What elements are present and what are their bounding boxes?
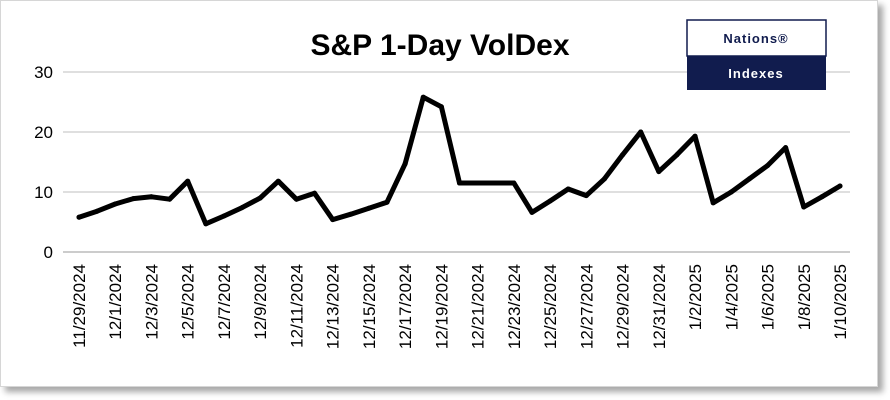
data-point xyxy=(710,200,716,206)
x-tick-label: 12/11/2024 xyxy=(287,264,306,348)
chart-title: S&P 1-Day VolDex xyxy=(311,29,570,62)
data-point xyxy=(692,133,698,139)
data-point xyxy=(76,214,82,220)
x-tick-label: 12/29/2024 xyxy=(614,264,633,349)
data-point xyxy=(529,209,535,215)
x-tick-label: 12/7/2024 xyxy=(215,264,234,340)
data-point xyxy=(783,145,789,151)
logo-top-text: Nations® xyxy=(723,31,788,46)
data-point xyxy=(438,104,444,110)
x-tick-label: 12/31/2024 xyxy=(650,264,669,349)
data-point xyxy=(620,152,626,158)
x-tick-label: 1/10/2025 xyxy=(831,264,850,340)
x-tick-label: 12/21/2024 xyxy=(469,264,488,349)
x-tick-label: 1/8/2025 xyxy=(795,264,814,330)
series-line xyxy=(76,94,843,227)
data-point xyxy=(547,198,553,204)
x-tick-label: 12/17/2024 xyxy=(396,264,415,349)
y-tick-label: 10 xyxy=(34,183,53,202)
x-tick-label: 12/25/2024 xyxy=(541,264,560,349)
data-point xyxy=(275,178,281,184)
nations-indexes-logo: Nations® Indexes xyxy=(686,19,827,90)
data-point xyxy=(601,176,607,182)
x-tick-label: 1/6/2025 xyxy=(759,264,778,330)
data-point xyxy=(765,163,771,169)
x-tick-label: 12/1/2024 xyxy=(106,264,125,340)
data-point xyxy=(746,176,752,182)
x-tick-label: 12/23/2024 xyxy=(505,264,524,349)
data-point xyxy=(112,201,118,207)
data-point xyxy=(420,94,426,100)
data-point xyxy=(185,178,191,184)
data-point xyxy=(583,193,589,199)
series-layer xyxy=(76,94,843,227)
data-point xyxy=(348,211,354,217)
data-point xyxy=(511,180,517,186)
data-point xyxy=(293,196,299,202)
x-tick-label: 12/3/2024 xyxy=(142,264,161,340)
data-point xyxy=(366,205,372,211)
data-point xyxy=(312,190,318,196)
data-point xyxy=(384,199,390,205)
data-point xyxy=(656,169,662,175)
data-point xyxy=(728,189,734,195)
data-point xyxy=(148,194,154,200)
data-point xyxy=(819,194,825,200)
x-tick-label: 1/4/2025 xyxy=(722,264,741,330)
data-point xyxy=(837,183,843,189)
x-tick-label: 12/9/2024 xyxy=(251,264,270,340)
y-tick-label: 0 xyxy=(44,243,53,262)
data-point xyxy=(203,221,209,227)
data-point xyxy=(257,195,263,201)
y-tick-label: 30 xyxy=(34,63,53,82)
x-tick-label: 12/13/2024 xyxy=(324,264,343,349)
data-point xyxy=(674,152,680,158)
x-tick-label: 1/2/2025 xyxy=(686,264,705,330)
data-point xyxy=(457,180,462,186)
data-point xyxy=(493,180,499,186)
data-point xyxy=(402,161,408,167)
data-point xyxy=(130,196,136,202)
data-point xyxy=(801,204,807,210)
data-point xyxy=(475,180,481,186)
data-point xyxy=(330,217,336,223)
data-point xyxy=(239,205,245,211)
y-tick-label: 20 xyxy=(34,123,53,142)
y-tick-labels: 0 10 20 30 xyxy=(34,63,53,262)
data-point xyxy=(565,186,571,192)
x-tick-label: 11/29/2024 xyxy=(70,264,89,348)
x-tick-label: 12/15/2024 xyxy=(360,264,379,349)
x-tick-labels: 11/29/2024 12/1/2024 12/3/2024 12/5/2024 12/… xyxy=(70,264,850,349)
x-tick-label: 12/5/2024 xyxy=(179,264,198,340)
logo-bottom-box xyxy=(687,56,826,90)
data-point xyxy=(167,196,173,202)
data-point xyxy=(221,213,227,219)
x-tick-label: 12/19/2024 xyxy=(432,264,451,349)
logo-bottom-text: Indexes xyxy=(728,66,783,81)
x-tick-label: 12/27/2024 xyxy=(577,264,596,349)
data-point xyxy=(638,129,644,135)
data-point xyxy=(94,208,100,214)
